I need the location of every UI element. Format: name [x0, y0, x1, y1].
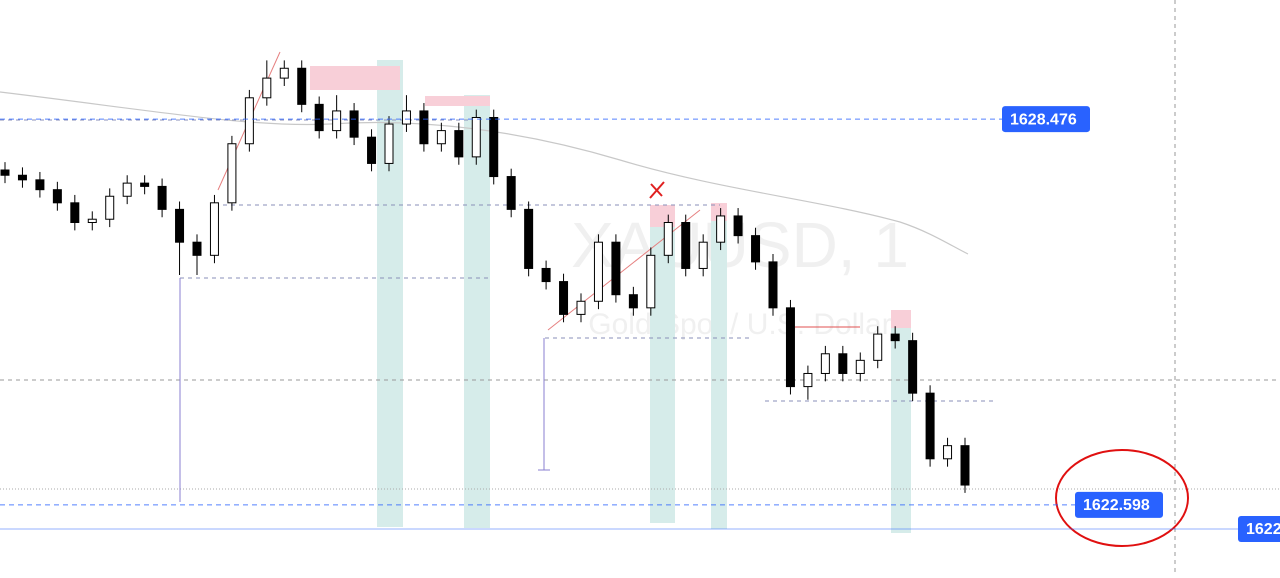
candle-body — [489, 116, 499, 178]
candle-body — [663, 222, 673, 256]
price-label: 1622 — [1246, 521, 1280, 538]
candle-body — [70, 202, 80, 224]
candle-body — [454, 130, 464, 158]
candle-body — [122, 182, 132, 197]
candle-body — [87, 218, 97, 224]
candle-body — [279, 67, 289, 79]
candle-body — [384, 123, 394, 164]
candle-body — [838, 353, 848, 374]
candle-body — [768, 261, 778, 309]
candle-body — [262, 77, 272, 99]
candle-body — [105, 195, 115, 220]
price-labels: 1628.476 1622.598 1622 — [0, 106, 1280, 543]
zone — [711, 205, 727, 529]
candle-body — [192, 241, 202, 256]
candle-body — [0, 169, 10, 176]
candle-body — [803, 372, 813, 388]
candle-body — [873, 333, 883, 361]
candle-body — [646, 254, 656, 309]
candle-body — [471, 116, 481, 158]
candle-body — [820, 353, 830, 374]
price-label-box — [1002, 106, 1090, 133]
price-label: 1622.598 — [1083, 497, 1150, 514]
candle-body — [855, 359, 865, 374]
candle-body — [314, 103, 324, 132]
candle-body — [611, 241, 621, 296]
candle-body — [524, 208, 534, 269]
candle-body — [908, 340, 918, 394]
candle-body — [367, 136, 377, 164]
supply-box — [891, 310, 911, 328]
candle-body — [332, 110, 342, 132]
highlight-circle — [1055, 449, 1189, 547]
candle-body — [628, 294, 638, 309]
watermark-subtitle: Gold Spot / U.S. Dollar — [588, 308, 891, 341]
trend-line — [547, 209, 701, 331]
candle-body — [925, 392, 935, 460]
candle-body — [227, 143, 237, 204]
price-label: 1628.476 — [1010, 111, 1077, 128]
moving-average — [0, 91, 969, 255]
zone — [891, 310, 911, 533]
candle-body — [209, 202, 219, 256]
candle-body — [785, 307, 795, 388]
candle-body — [244, 97, 254, 145]
candle-body — [576, 300, 586, 315]
candle-body — [698, 241, 708, 269]
candle-body — [436, 130, 446, 145]
candle-body — [419, 110, 429, 145]
candle-body — [140, 182, 150, 187]
candle-body — [401, 110, 411, 125]
price-label-box — [1075, 491, 1163, 518]
candle-body — [593, 241, 603, 302]
candle-body — [559, 281, 569, 315]
candle-body — [52, 189, 62, 204]
price-label-box — [1238, 516, 1280, 543]
candle-body — [541, 267, 551, 283]
candle-body — [157, 185, 167, 210]
supply-box — [425, 96, 490, 106]
candle-body — [175, 208, 185, 243]
candle-body — [17, 174, 27, 181]
candle-body — [890, 333, 900, 342]
candle-body — [35, 179, 45, 191]
candle-body — [960, 445, 970, 486]
zone — [464, 95, 490, 528]
candle-body — [943, 445, 953, 460]
candle-body — [506, 176, 516, 210]
candles — [0, 60, 970, 493]
candle-body — [716, 215, 726, 243]
zones — [310, 60, 911, 533]
candle-body — [297, 67, 307, 105]
candle-body — [733, 215, 743, 237]
x-mark — [649, 181, 665, 199]
supply-box — [310, 66, 400, 90]
candle-body — [681, 222, 691, 269]
candle-body — [349, 110, 359, 138]
candle-body — [751, 235, 761, 263]
